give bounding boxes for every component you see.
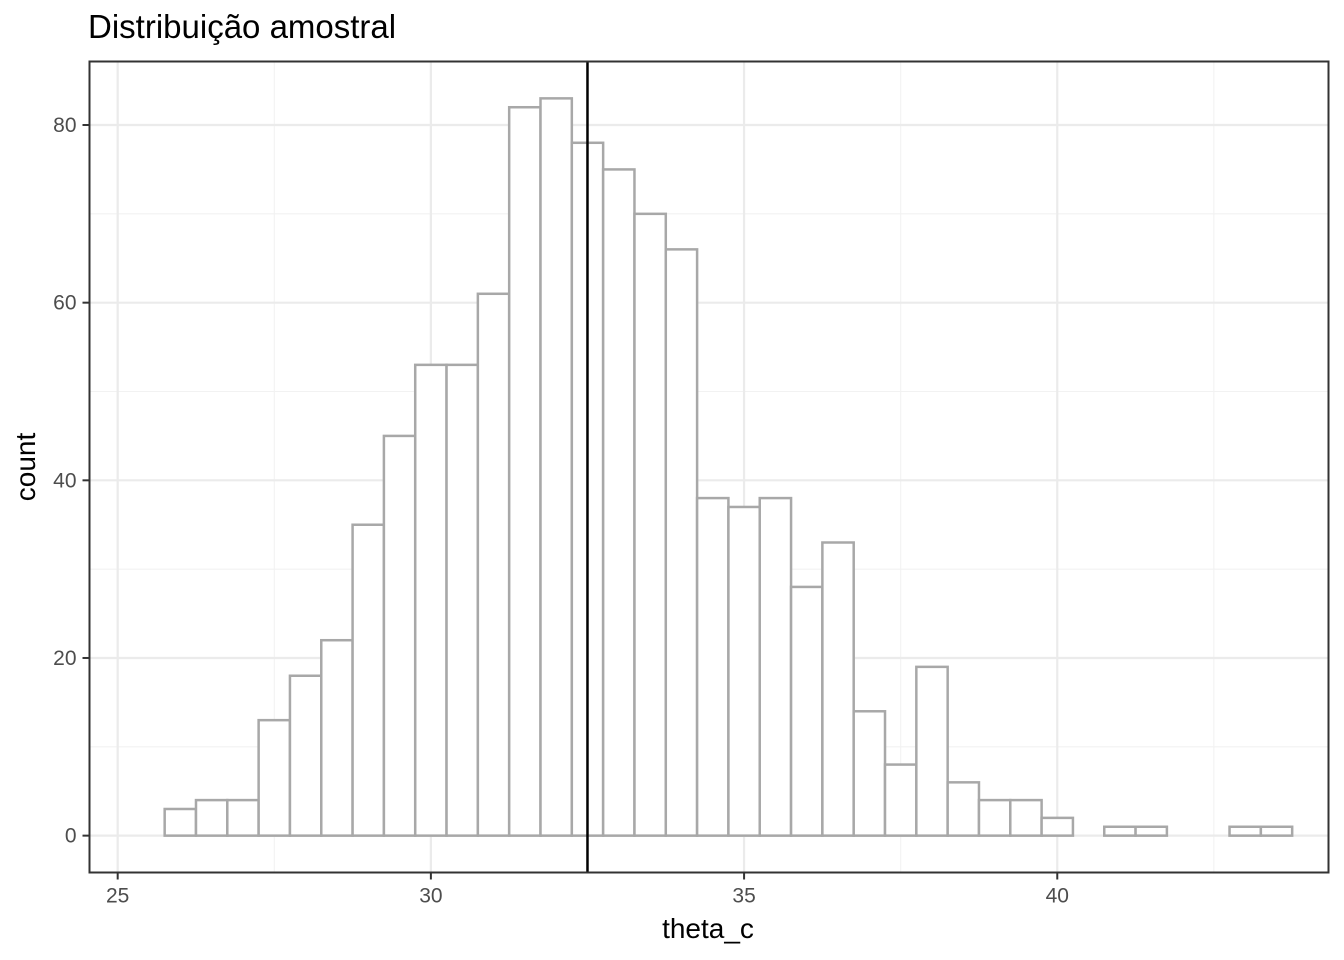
panel-border [88,60,1330,874]
histogram-bar [789,585,824,837]
histogram-bar [946,781,981,837]
histogram-bar [163,807,198,837]
histogram-bar [1228,825,1263,837]
histogram-bar [727,505,761,837]
histogram-bar [633,212,668,837]
histogram-bar [1009,798,1043,837]
x-tick-label: 35 [732,885,755,908]
y-axis: 0 20 40 60 80 [53,114,90,848]
histogram-bar [226,798,260,837]
histogram-bar [194,798,229,837]
y-tick-label: 60 [53,292,76,315]
histogram-bar [507,105,542,837]
histogram-bar [288,674,323,837]
histogram-bar [351,523,386,837]
chart-title: Distribuição amostral [88,8,396,45]
x-axis-title: theta_c [662,913,754,944]
histogram-bar [852,710,887,837]
histogram-bar [1040,816,1075,837]
histogram-bar [821,541,855,837]
histogram-bar [476,292,511,837]
x-tick-label: 40 [1046,885,1069,908]
x-tick-label: 30 [419,885,442,908]
histogram-bar [1103,825,1137,837]
histogram-bar [320,638,354,837]
histogram-bar [445,363,480,837]
y-axis-title: count [10,433,41,502]
y-tick-label: 20 [53,647,76,670]
histogram-bar [1134,825,1169,837]
histogram-bar [257,718,292,837]
histogram-bar [695,496,730,837]
histogram-bar [1259,825,1294,837]
y-tick-label: 0 [65,825,77,848]
histogram-bar [915,665,949,837]
histogram-bar [883,763,918,837]
histogram-bar [413,363,448,837]
x-tick-label: 25 [106,885,129,908]
histogram-bars [163,97,1294,837]
y-tick-label: 40 [53,469,76,492]
x-axis: 25 30 35 40 [106,872,1069,908]
histogram-bar [539,97,574,837]
histogram-bar [664,248,699,837]
histogram-bar [601,168,636,837]
histogram-bar [382,434,417,837]
y-tick-label: 80 [53,114,76,137]
histogram-bar [977,798,1012,837]
histogram-bar [758,496,793,837]
